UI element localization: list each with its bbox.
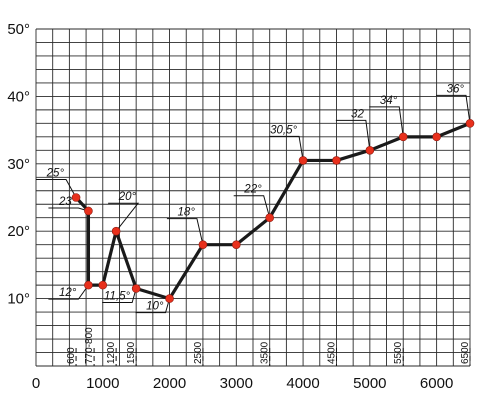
series — [71, 119, 475, 303]
y-tick-label: 20° — [7, 223, 30, 240]
annotation-leader — [233, 195, 271, 218]
annotation-leader — [335, 119, 371, 151]
depth-marker-label: 4500 — [326, 341, 337, 364]
annotation-label: 36° — [447, 83, 465, 95]
annotation-label: 25° — [46, 168, 65, 180]
data-point — [432, 132, 441, 142]
data-point — [71, 193, 81, 202]
depth-marker-label: 770-800 — [84, 327, 95, 364]
data-point — [265, 213, 274, 223]
data-point — [365, 146, 375, 155]
x-tick-label: 4000 — [286, 375, 319, 392]
annotation-label: 18° — [178, 207, 196, 219]
annotation-label: 10° — [146, 301, 164, 313]
annotation-label: 11,5° — [104, 290, 131, 302]
data-point — [84, 206, 93, 216]
annotation-leader — [36, 179, 77, 198]
annotation-leader — [48, 207, 89, 212]
y-tick-label: 10° — [7, 291, 30, 308]
depth-marker-label: 3500 — [260, 341, 271, 364]
x-tick-label: 0 — [32, 375, 40, 392]
data-point — [165, 294, 174, 303]
data-point — [131, 284, 141, 293]
x-tick-label: 6000 — [420, 375, 453, 392]
annotation-leader — [369, 106, 404, 137]
annotation-label: 34° — [380, 95, 398, 107]
depth-marker-label: 1200 — [106, 341, 117, 364]
depth-marker-label: 6500 — [460, 341, 471, 364]
y-tick-label: 30° — [7, 156, 30, 173]
annotation-leader — [166, 218, 204, 245]
series-line — [74, 121, 471, 301]
data-point — [332, 156, 341, 165]
annotation-label: 22° — [243, 184, 262, 196]
x-tick-label: 5000 — [353, 375, 386, 392]
data-point — [111, 226, 121, 236]
axes: 0 1000 2000 3000 4000 5000 6000 10° 20° 30° 40° 50° — [7, 21, 453, 392]
depth-markers: 600 770-800 1200 1500 2500 3500 4500 5500 6500 — [66, 327, 471, 366]
annotation-leader — [102, 288, 137, 303]
data-point — [298, 156, 308, 165]
depth-marker-label: 5500 — [393, 341, 404, 364]
data-point — [232, 240, 241, 249]
depth-marker-label: 600 — [66, 347, 77, 364]
annotation-leader — [48, 284, 89, 300]
data-point — [198, 240, 208, 249]
data-point — [98, 280, 108, 290]
annotation-label: 30,5° — [270, 124, 297, 136]
annotation-label: 20° — [118, 191, 137, 203]
data-point — [465, 119, 475, 128]
annotation-leader — [135, 298, 171, 314]
annotation-label: 12° — [59, 287, 77, 299]
y-tick-label: 40° — [7, 88, 30, 105]
depth-marker-label: 1500 — [126, 341, 137, 364]
data-point — [84, 280, 93, 290]
x-tick-label: 3000 — [220, 375, 253, 392]
grid — [35, 28, 471, 367]
x-tick-label: 2000 — [153, 375, 186, 392]
data-point — [398, 132, 408, 142]
depth-marker-label: 2500 — [193, 341, 204, 364]
annotation-leader — [269, 135, 304, 161]
annotation-label: 32 — [351, 108, 364, 120]
y-tick-label: 50° — [7, 21, 30, 38]
x-tick-label: 1000 — [86, 375, 119, 392]
annotation-leader — [108, 202, 140, 232]
annotation-leader — [436, 94, 471, 124]
